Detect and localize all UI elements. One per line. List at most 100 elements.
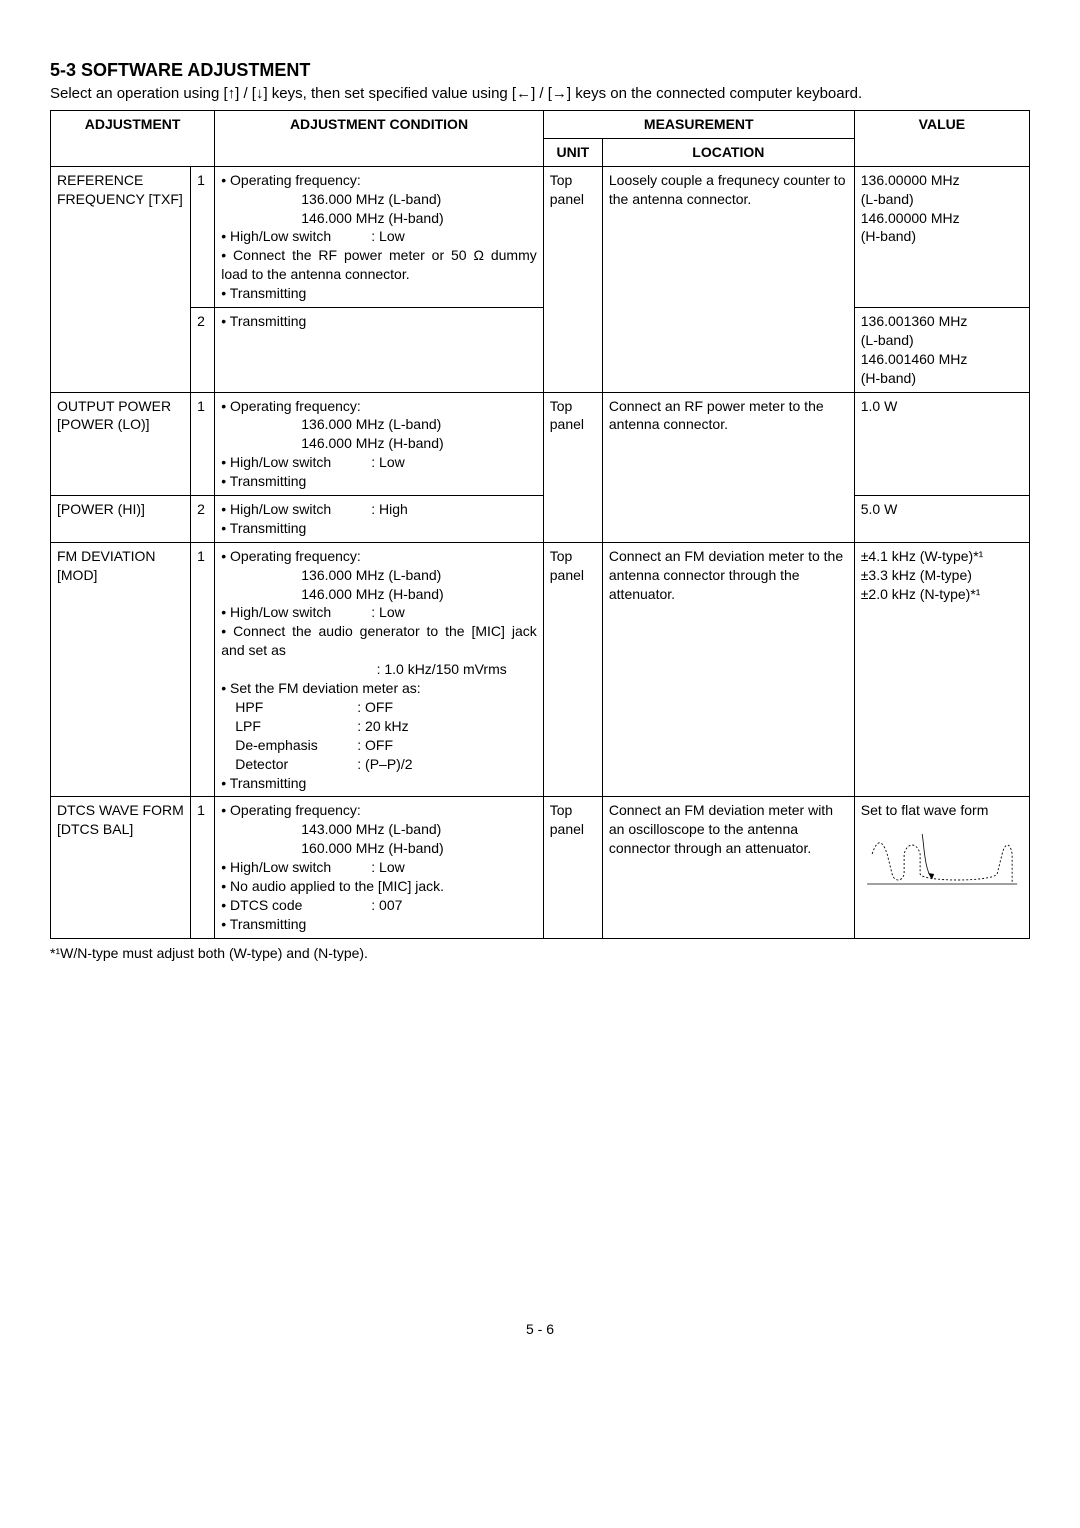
cond-val: : 007 xyxy=(371,896,402,915)
cond-line: • Transmitting xyxy=(221,915,537,934)
cell-value: Set to flat wave form xyxy=(854,797,1029,938)
val-line: (H-band) xyxy=(861,370,916,386)
table-row: DTCS WAVE FORM [DTCS BAL] 1 • Operating … xyxy=(51,797,1030,938)
cell-unit: Top panel xyxy=(543,166,602,392)
adj-label: REFERENCE FREQUENCY [TXF] xyxy=(57,172,183,207)
cond-line: : 1.0 kHz/150 mVrms xyxy=(221,660,537,679)
cond-line: 146.000 MHz (H-band) xyxy=(221,209,537,228)
cond-line: • No audio applied to the [MIC] jack. xyxy=(221,877,537,896)
cond-line: • Transmitting xyxy=(221,312,537,331)
footnote: *¹W/N-type must adjust both (W-type) and… xyxy=(50,945,1030,961)
cond-line: • Connect the RF power meter or 50 Ω dum… xyxy=(221,246,537,284)
cell-adjustment: FM DEVIATION [MOD] xyxy=(51,542,191,797)
cond-line: 146.000 MHz (H-band) xyxy=(221,434,537,453)
cell-adjustment: REFERENCE FREQUENCY [TXF] xyxy=(51,166,191,392)
cell-unit: Top panel xyxy=(543,797,602,938)
th-location: LOCATION xyxy=(602,138,854,166)
cell-adjustment: OUTPUT POWER [POWER (LO)] xyxy=(51,392,191,495)
cond-line: • Set the FM deviation meter as: xyxy=(221,679,537,698)
cell-location: Loosely couple a frequnecy counter to th… xyxy=(602,166,854,392)
val-line: 136.00000 MHz xyxy=(861,172,960,188)
cell-location: Connect an FM deviation meter to the ant… xyxy=(602,542,854,797)
cell-step: 1 xyxy=(191,797,215,938)
cell-condition: • Operating frequency: 136.000 MHz (L-ba… xyxy=(215,392,544,495)
cond-line: 143.000 MHz (L-band) xyxy=(221,820,537,839)
cell-location: Connect an RF power meter to the antenna… xyxy=(602,392,854,542)
val-line: (H-band) xyxy=(861,228,916,244)
cell-location: Connect an FM deviation meter with an os… xyxy=(602,797,854,938)
val-line: (L-band) xyxy=(861,332,914,348)
cond-val: : Low xyxy=(371,227,404,246)
cell-adjustment: [POWER (HI)] xyxy=(51,496,191,543)
val-line: 136.001360 MHz xyxy=(861,313,968,329)
cell-adjustment: DTCS WAVE FORM [DTCS BAL] xyxy=(51,797,191,938)
th-value: VALUE xyxy=(854,111,1029,167)
val-line: ±3.3 kHz (M-type) xyxy=(861,567,972,583)
val-line: 146.00000 MHz xyxy=(861,210,960,226)
cell-condition: • Operating frequency: 136.000 MHz (L-ba… xyxy=(215,542,544,797)
cond-val: : (P–P)/2 xyxy=(357,755,412,774)
table-row: FM DEVIATION [MOD] 1 • Operating frequen… xyxy=(51,542,1030,797)
val-line: ±4.1 kHz (W-type)*¹ xyxy=(861,548,984,564)
cond-line: • High/Low switch xyxy=(221,453,371,472)
table-row: REFERENCE FREQUENCY [TXF] 1 • Operating … xyxy=(51,166,1030,307)
cond-line: Detector xyxy=(235,755,357,774)
intro-text: Select an operation using [↑] / [↓] keys… xyxy=(50,85,1030,102)
th-condition: ADJUSTMENT CONDITION xyxy=(215,111,544,167)
val-line: ±2.0 kHz (N-type)*¹ xyxy=(861,586,981,602)
cond-line: 136.000 MHz (L-band) xyxy=(221,566,537,585)
table-row: OUTPUT POWER [POWER (LO)] 1 • Operating … xyxy=(51,392,1030,495)
cell-unit: Top panel xyxy=(543,542,602,797)
table-row: [POWER (HI)] 2 • High/Low switch: High •… xyxy=(51,496,1030,543)
cond-val: : 20 kHz xyxy=(357,717,408,736)
cond-line: • High/Low switch xyxy=(221,603,371,622)
adj-label: FM DEVIATION [MOD] xyxy=(57,548,156,583)
cond-val: : High xyxy=(371,500,408,519)
cell-condition: • Operating frequency: 136.000 MHz (L-ba… xyxy=(215,166,544,307)
cell-value: 136.00000 MHz (L-band) 146.00000 MHz (H-… xyxy=(854,166,1029,307)
cell-value: 1.0 W xyxy=(854,392,1029,495)
cond-line: • Operating frequency: xyxy=(221,171,537,190)
cell-step: 1 xyxy=(191,542,215,797)
cond-line: • Connect the audio generator to the [MI… xyxy=(221,622,537,660)
adj-label: DTCS WAVE FORM [DTCS BAL] xyxy=(57,802,184,837)
adj-label: [POWER (HI)] xyxy=(57,501,145,517)
cell-unit: Top panel xyxy=(543,392,602,542)
cond-line: • Operating frequency: xyxy=(221,547,537,566)
cell-value: 136.001360 MHz (L-band) 146.001460 MHz (… xyxy=(854,308,1029,393)
adj-label: OUTPUT POWER [POWER (LO)] xyxy=(57,398,171,433)
cond-line: • High/Low switch xyxy=(221,500,371,519)
cond-val: : OFF xyxy=(357,698,393,717)
cond-line: • Operating frequency: xyxy=(221,397,537,416)
cond-line: • High/Low switch xyxy=(221,227,371,246)
th-unit: UNIT xyxy=(543,138,602,166)
cond-line: • Transmitting xyxy=(221,284,537,303)
cond-val: : OFF xyxy=(357,736,393,755)
cond-line: • Transmitting xyxy=(221,774,537,793)
cond-line: • DTCS code xyxy=(221,896,371,915)
adjustment-table: ADJUSTMENT ADJUSTMENT CONDITION MEASUREM… xyxy=(50,110,1030,939)
cond-line: • High/Low switch xyxy=(221,858,371,877)
cell-value: ±4.1 kHz (W-type)*¹ ±3.3 kHz (M-type) ±2… xyxy=(854,542,1029,797)
cell-step: 1 xyxy=(191,392,215,495)
cond-val: : Low xyxy=(371,858,404,877)
cond-line: • Transmitting xyxy=(221,519,537,538)
cell-condition: • High/Low switch: High • Transmitting xyxy=(215,496,544,543)
cond-line: LPF xyxy=(235,717,357,736)
cell-step: 2 xyxy=(191,496,215,543)
th-measurement: MEASUREMENT xyxy=(543,111,854,139)
val-line: (L-band) xyxy=(861,191,914,207)
cell-condition: • Transmitting xyxy=(215,308,544,393)
cell-step: 1 xyxy=(191,166,215,307)
page-number: 5 - 6 xyxy=(50,1321,1030,1337)
cond-val: : Low xyxy=(371,603,404,622)
val-line: Set to flat wave form xyxy=(861,802,989,818)
cell-value: 5.0 W xyxy=(854,496,1029,543)
cond-val: : Low xyxy=(371,453,404,472)
cell-step: 2 xyxy=(191,308,215,393)
table-row: 2 • Transmitting 136.001360 MHz (L-band)… xyxy=(51,308,1030,393)
section-heading: 5-3 SOFTWARE ADJUSTMENT xyxy=(50,60,1030,81)
cell-condition: • Operating frequency: 143.000 MHz (L-ba… xyxy=(215,797,544,938)
cond-line: • Transmitting xyxy=(221,472,537,491)
val-line: 146.001460 MHz xyxy=(861,351,968,367)
